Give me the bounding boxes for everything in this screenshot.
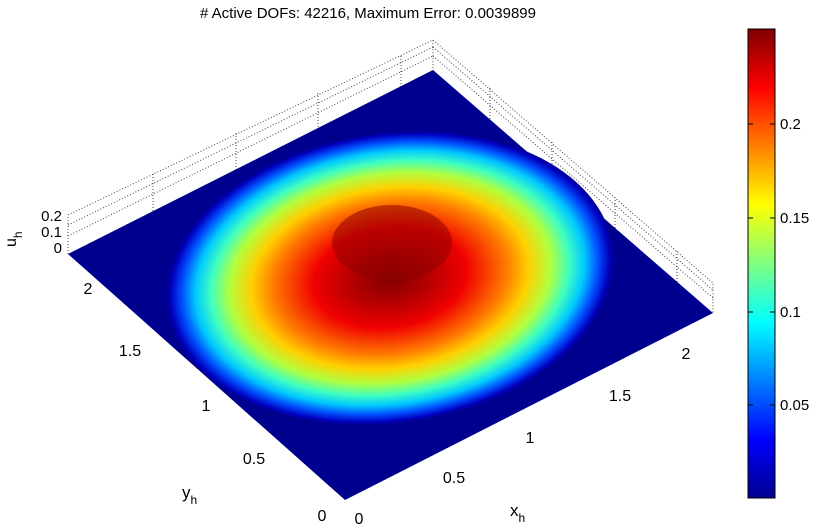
colorbar-tick-label: 0.2: [780, 116, 801, 133]
surface-peak: [332, 205, 452, 281]
z-axis-label: uh: [3, 231, 25, 247]
axes-box-frame: [67, 39, 714, 313]
colorbar-tick-label: 0.1: [780, 304, 801, 321]
colorbar: 0.05 0.1 0.15 0.2: [747, 28, 809, 499]
colorbar-gradient: [747, 28, 776, 499]
z-tick-label: 0.1: [41, 224, 62, 241]
x-axis: 0 0.5 1 1.5 2 xh: [355, 346, 691, 527]
x-tick-label: 0.5: [443, 470, 465, 487]
y-axis-label-base: y: [182, 483, 191, 502]
x-axis-label-base: x: [510, 501, 519, 520]
y-tick-label: 1.5: [119, 343, 141, 360]
z-axis-label-base: u: [3, 238, 20, 247]
y-tick-label: 0: [318, 508, 327, 525]
chart-title: # Active DOFs: 42216, Maximum Error: 0.0…: [200, 5, 536, 22]
colorbar-tick-label: 0.05: [780, 397, 809, 414]
x-tick-label: 1: [526, 430, 535, 447]
z-tick-label: 0: [54, 240, 62, 257]
y-axis-label: yh: [182, 483, 197, 507]
z-axis: 0 0.1 0.2 uh: [3, 208, 62, 257]
z-axis-label-sub: h: [11, 231, 25, 238]
x-tick-label: 0: [355, 511, 364, 527]
x-axis-label: xh: [510, 501, 525, 525]
y-axis-label-sub: h: [191, 493, 198, 507]
y-axis: 0 0.5 1 1.5 2 yh: [84, 281, 327, 525]
x-tick-label: 2: [682, 346, 691, 363]
y-tick-label: 0.5: [243, 451, 265, 468]
x-tick-label: 1.5: [609, 388, 631, 405]
colorbar-tick-label: 0.15: [780, 210, 809, 227]
y-tick-label: 1: [202, 398, 211, 415]
x-axis-label-sub: h: [519, 511, 526, 525]
z-tick-label: 0.2: [41, 208, 62, 225]
y-tick-label: 2: [84, 281, 93, 298]
